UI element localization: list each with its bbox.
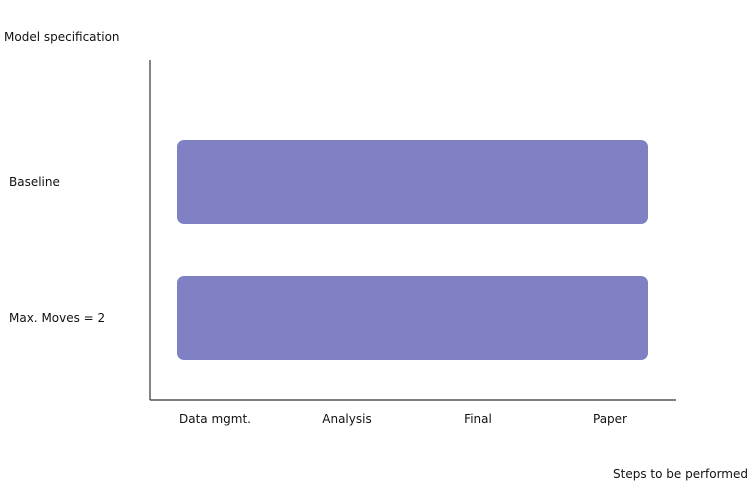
- bar: [177, 276, 648, 360]
- x-tick-label: Analysis: [322, 412, 371, 426]
- x-axis-title: Steps to be performed: [613, 467, 748, 481]
- y-tick-label: Max. Moves = 2: [9, 311, 105, 325]
- bar: [177, 140, 648, 224]
- x-tick-label: Final: [464, 412, 492, 426]
- x-tick-label: Data mgmt.: [179, 412, 251, 426]
- y-tick-labels: Baseline Max. Moves = 2: [9, 175, 105, 325]
- x-tick-label: Paper: [593, 412, 627, 426]
- y-axis-title: Model specification: [4, 30, 120, 44]
- bars-layer: [177, 140, 648, 360]
- y-tick-label: Baseline: [9, 175, 60, 189]
- x-tick-labels: Data mgmt. Analysis Final Paper: [179, 412, 627, 426]
